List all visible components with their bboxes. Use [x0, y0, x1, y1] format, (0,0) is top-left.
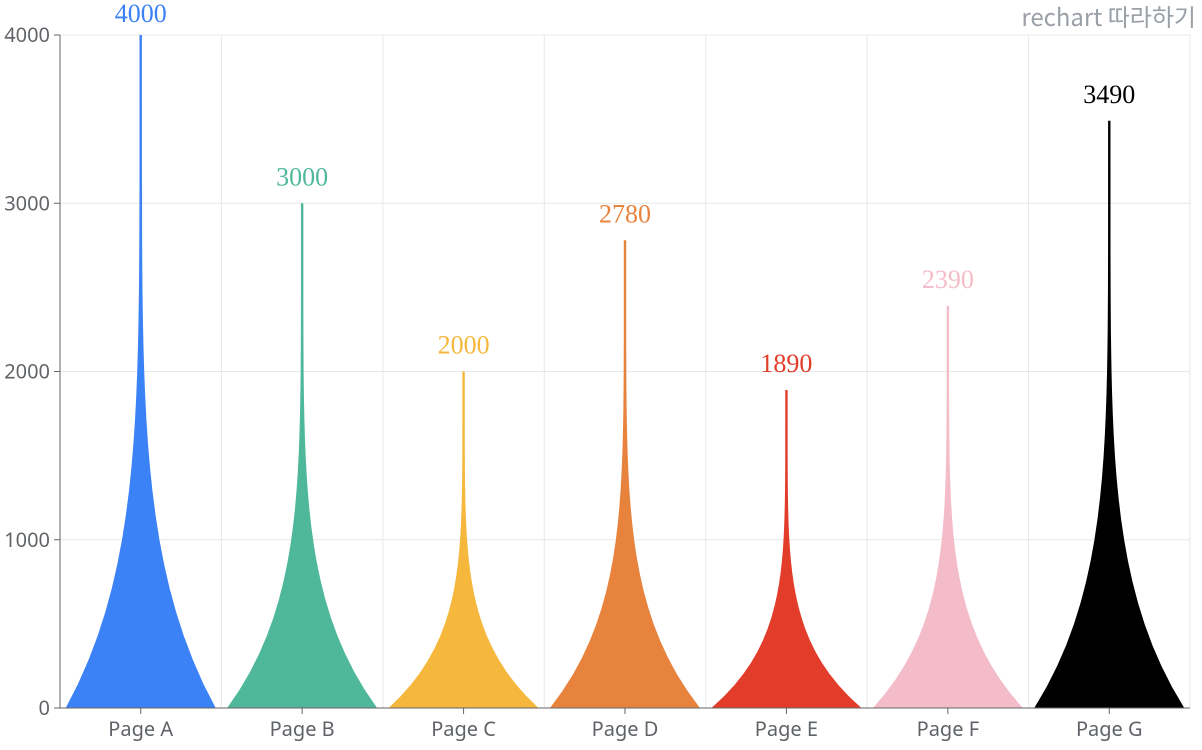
y-tick-label: 2000 — [4, 358, 50, 385]
chart-container: 0 1000 2000 3000 4000 Page A Page B Page C Page … — [0, 0, 1202, 750]
value-label-page-g: 3490 — [1083, 80, 1135, 109]
y-tick-label: 4000 — [4, 21, 50, 48]
peak-page-e — [711, 390, 861, 708]
value-label-page-a: 4000 — [115, 0, 167, 28]
chart-title: rechart 따라하기 — [1021, 0, 1196, 33]
value-label-page-c: 2000 — [438, 331, 490, 360]
x-tick-label: Page F — [917, 715, 979, 742]
y-tick-label: 3000 — [4, 189, 50, 216]
x-tick-label: Page A — [108, 715, 173, 742]
peak-page-d — [550, 240, 700, 708]
value-label-page-e: 1890 — [760, 349, 812, 378]
x-tick-label: Page B — [270, 715, 335, 742]
chart-svg: 0 1000 2000 3000 4000 Page A Page B Page C Page … — [0, 0, 1202, 750]
peak-page-b — [227, 203, 377, 708]
x-tick-label: Page G — [1076, 715, 1143, 742]
x-tick-label: Page E — [755, 715, 818, 742]
y-tick-label: 1000 — [4, 526, 50, 553]
value-label-page-b: 3000 — [276, 162, 328, 191]
peak-page-f — [873, 306, 1023, 708]
x-tick-label: Page D — [592, 715, 659, 742]
y-tick-label: 0 — [39, 694, 50, 721]
x-tick-label: Page C — [431, 715, 496, 742]
peak-page-g — [1034, 121, 1184, 708]
value-label-page-d: 2780 — [599, 199, 651, 228]
value-label-page-f: 2390 — [922, 265, 974, 294]
